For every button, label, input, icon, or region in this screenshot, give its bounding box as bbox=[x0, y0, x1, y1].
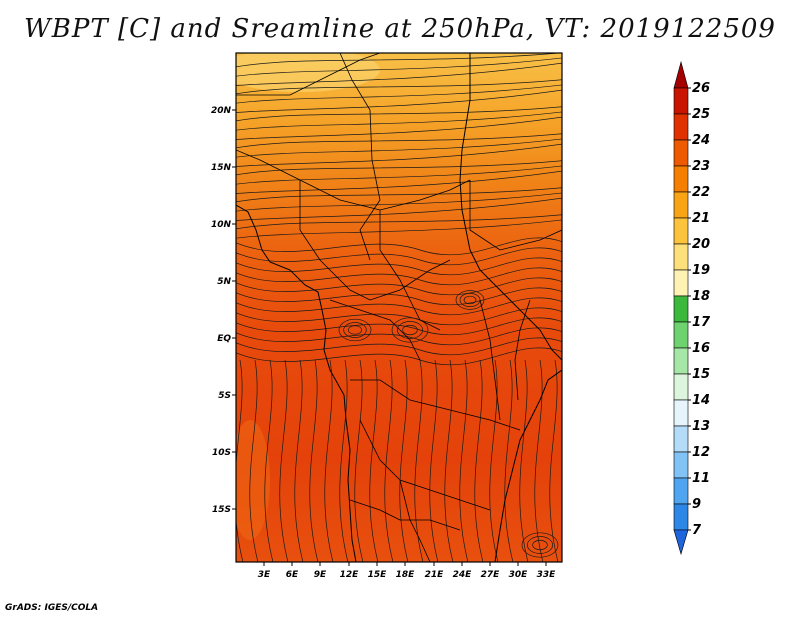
lat-label-10s: 10S bbox=[212, 448, 231, 458]
colorbar-label-21: 21 bbox=[692, 211, 710, 226]
lon-label-9e: 9E bbox=[314, 570, 327, 580]
colorbar-label-18: 18 bbox=[692, 289, 710, 304]
colorbar-segment bbox=[673, 503, 689, 531]
colorbar-label-25: 25 bbox=[692, 107, 710, 122]
colorbar-segment bbox=[673, 321, 689, 349]
colorbar: 26 25 24 23 22 21 20 19 18 17 16 15 14 1… bbox=[673, 60, 711, 556]
colorbar-segment bbox=[673, 373, 689, 401]
colorbar-segment bbox=[673, 451, 689, 479]
colorbar-label-17: 17 bbox=[692, 315, 711, 330]
lon-label-15e: 15E bbox=[368, 570, 388, 580]
colorbar-label-26: 26 bbox=[692, 81, 710, 96]
lat-label-5n: 5N bbox=[217, 277, 231, 287]
country-borders bbox=[236, 53, 562, 562]
lon-label-33e: 33E bbox=[537, 570, 557, 580]
lat-axis: 20N 15N 10N 5N EQ 5S 10S 15S bbox=[211, 106, 236, 515]
lon-label-3e: 3E bbox=[258, 570, 271, 580]
temperature-field bbox=[236, 53, 562, 562]
colorbar-label-24: 24 bbox=[692, 133, 710, 148]
colorbar-label-15: 15 bbox=[692, 367, 710, 382]
colorbar-segment bbox=[673, 113, 689, 141]
colorbar-label-14: 14 bbox=[692, 393, 710, 408]
map-plot-area bbox=[236, 53, 562, 562]
colorbar-segment bbox=[673, 295, 689, 323]
colorbar-label-20: 20 bbox=[692, 237, 710, 252]
colorbar-segment bbox=[673, 191, 689, 219]
lon-label-18e: 18E bbox=[396, 570, 416, 580]
colorbar-label-19: 19 bbox=[692, 263, 710, 278]
colorbar-label-13: 13 bbox=[692, 419, 710, 434]
colorbar-segment bbox=[673, 217, 689, 245]
colorbar-label-12: 12 bbox=[692, 445, 710, 460]
lon-label-30e: 30E bbox=[509, 570, 529, 580]
warm-region bbox=[236, 420, 270, 540]
lat-label-10n: 10N bbox=[211, 220, 232, 230]
colorbar-segment bbox=[673, 529, 689, 556]
colorbar-label-16: 16 bbox=[692, 341, 710, 356]
colorbar-segment bbox=[673, 269, 689, 297]
colorbar-segment bbox=[673, 87, 689, 115]
colorbar-segment bbox=[673, 347, 689, 375]
colorbar-segment bbox=[673, 165, 689, 193]
chart-title: WBPT [C] and Sreamline at 250hPa, VT: 20… bbox=[24, 14, 776, 44]
lat-label-20n: 20N bbox=[211, 106, 232, 116]
colorbar-label-22: 22 bbox=[692, 185, 710, 200]
lon-label-27e: 27E bbox=[481, 570, 501, 580]
colorbar-label-7: 7 bbox=[692, 523, 702, 538]
colorbar-label-23: 23 bbox=[692, 159, 710, 174]
colorbar-label-9: 9 bbox=[692, 497, 701, 512]
colorbar-segment bbox=[673, 243, 689, 271]
colorbar-segment bbox=[673, 399, 689, 427]
lon-axis: 3E 6E 9E 12E 15E 18E 21E 24E 27E 30E 33E bbox=[258, 562, 556, 580]
colorbar-segment bbox=[673, 60, 689, 89]
lon-label-21e: 21E bbox=[425, 570, 445, 580]
colorbar-label-11: 11 bbox=[692, 471, 710, 486]
colorbar-segment bbox=[673, 139, 689, 167]
lat-label-eq: EQ bbox=[217, 334, 231, 344]
colorbar-segment bbox=[673, 477, 689, 505]
lon-label-24e: 24E bbox=[453, 570, 473, 580]
colorbar-segment bbox=[673, 425, 689, 453]
lat-label-15s: 15S bbox=[212, 505, 231, 515]
footer-credit: GrADS: IGES/COLA bbox=[5, 603, 99, 613]
map-frame bbox=[235, 52, 563, 563]
lat-label-15n: 15N bbox=[211, 163, 232, 173]
lon-label-6e: 6E bbox=[286, 570, 299, 580]
lat-label-5s: 5S bbox=[218, 391, 231, 401]
coastlines bbox=[236, 53, 562, 562]
lon-label-12e: 12E bbox=[340, 570, 360, 580]
